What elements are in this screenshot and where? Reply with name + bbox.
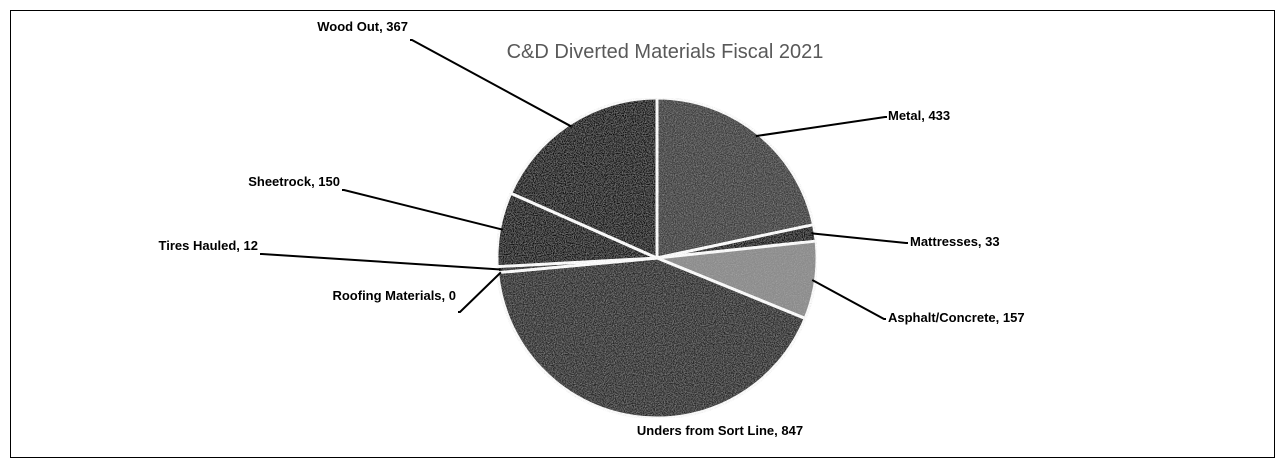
leader-lines	[260, 39, 908, 320]
slice-label-asphalt-concrete: Asphalt/Concrete, 157	[888, 310, 1025, 325]
leader-line-roofing-materials	[458, 271, 502, 313]
slice-label-tires-hauled: Tires Hauled, 12	[159, 238, 258, 253]
slice-label-sheetrock: Sheetrock, 150	[248, 174, 340, 189]
slice-label-unders-from-sort-line: Unders from Sort Line, 847	[637, 423, 803, 438]
slice-label-roofing-materials: Roofing Materials, 0	[332, 288, 456, 303]
slice-label-wood-out: Wood Out, 367	[317, 19, 408, 34]
pie-slice-wood-out	[508, 96, 659, 261]
leader-line-metal	[755, 116, 887, 138]
leader-line-asphalt-concrete	[811, 279, 886, 320]
slice-label-metal: Metal, 433	[888, 108, 950, 123]
pie-slices	[495, 96, 819, 420]
chart-title: C&D Diverted Materials Fiscal 2021	[507, 41, 824, 63]
slice-labels: Metal, 433 Mattresses, 33 Asphalt/Concrete…	[159, 19, 1025, 438]
leader-line-tires-hauled	[260, 253, 501, 271]
leader-line-sheetrock	[342, 189, 504, 231]
pie-slice-metal	[655, 96, 816, 260]
leader-line-mattresses	[811, 232, 908, 244]
leader-line-wood-out	[410, 39, 572, 128]
slice-label-mattresses: Mattresses, 33	[910, 234, 1000, 249]
pie-slice-unders-from-sort-line	[496, 256, 808, 420]
